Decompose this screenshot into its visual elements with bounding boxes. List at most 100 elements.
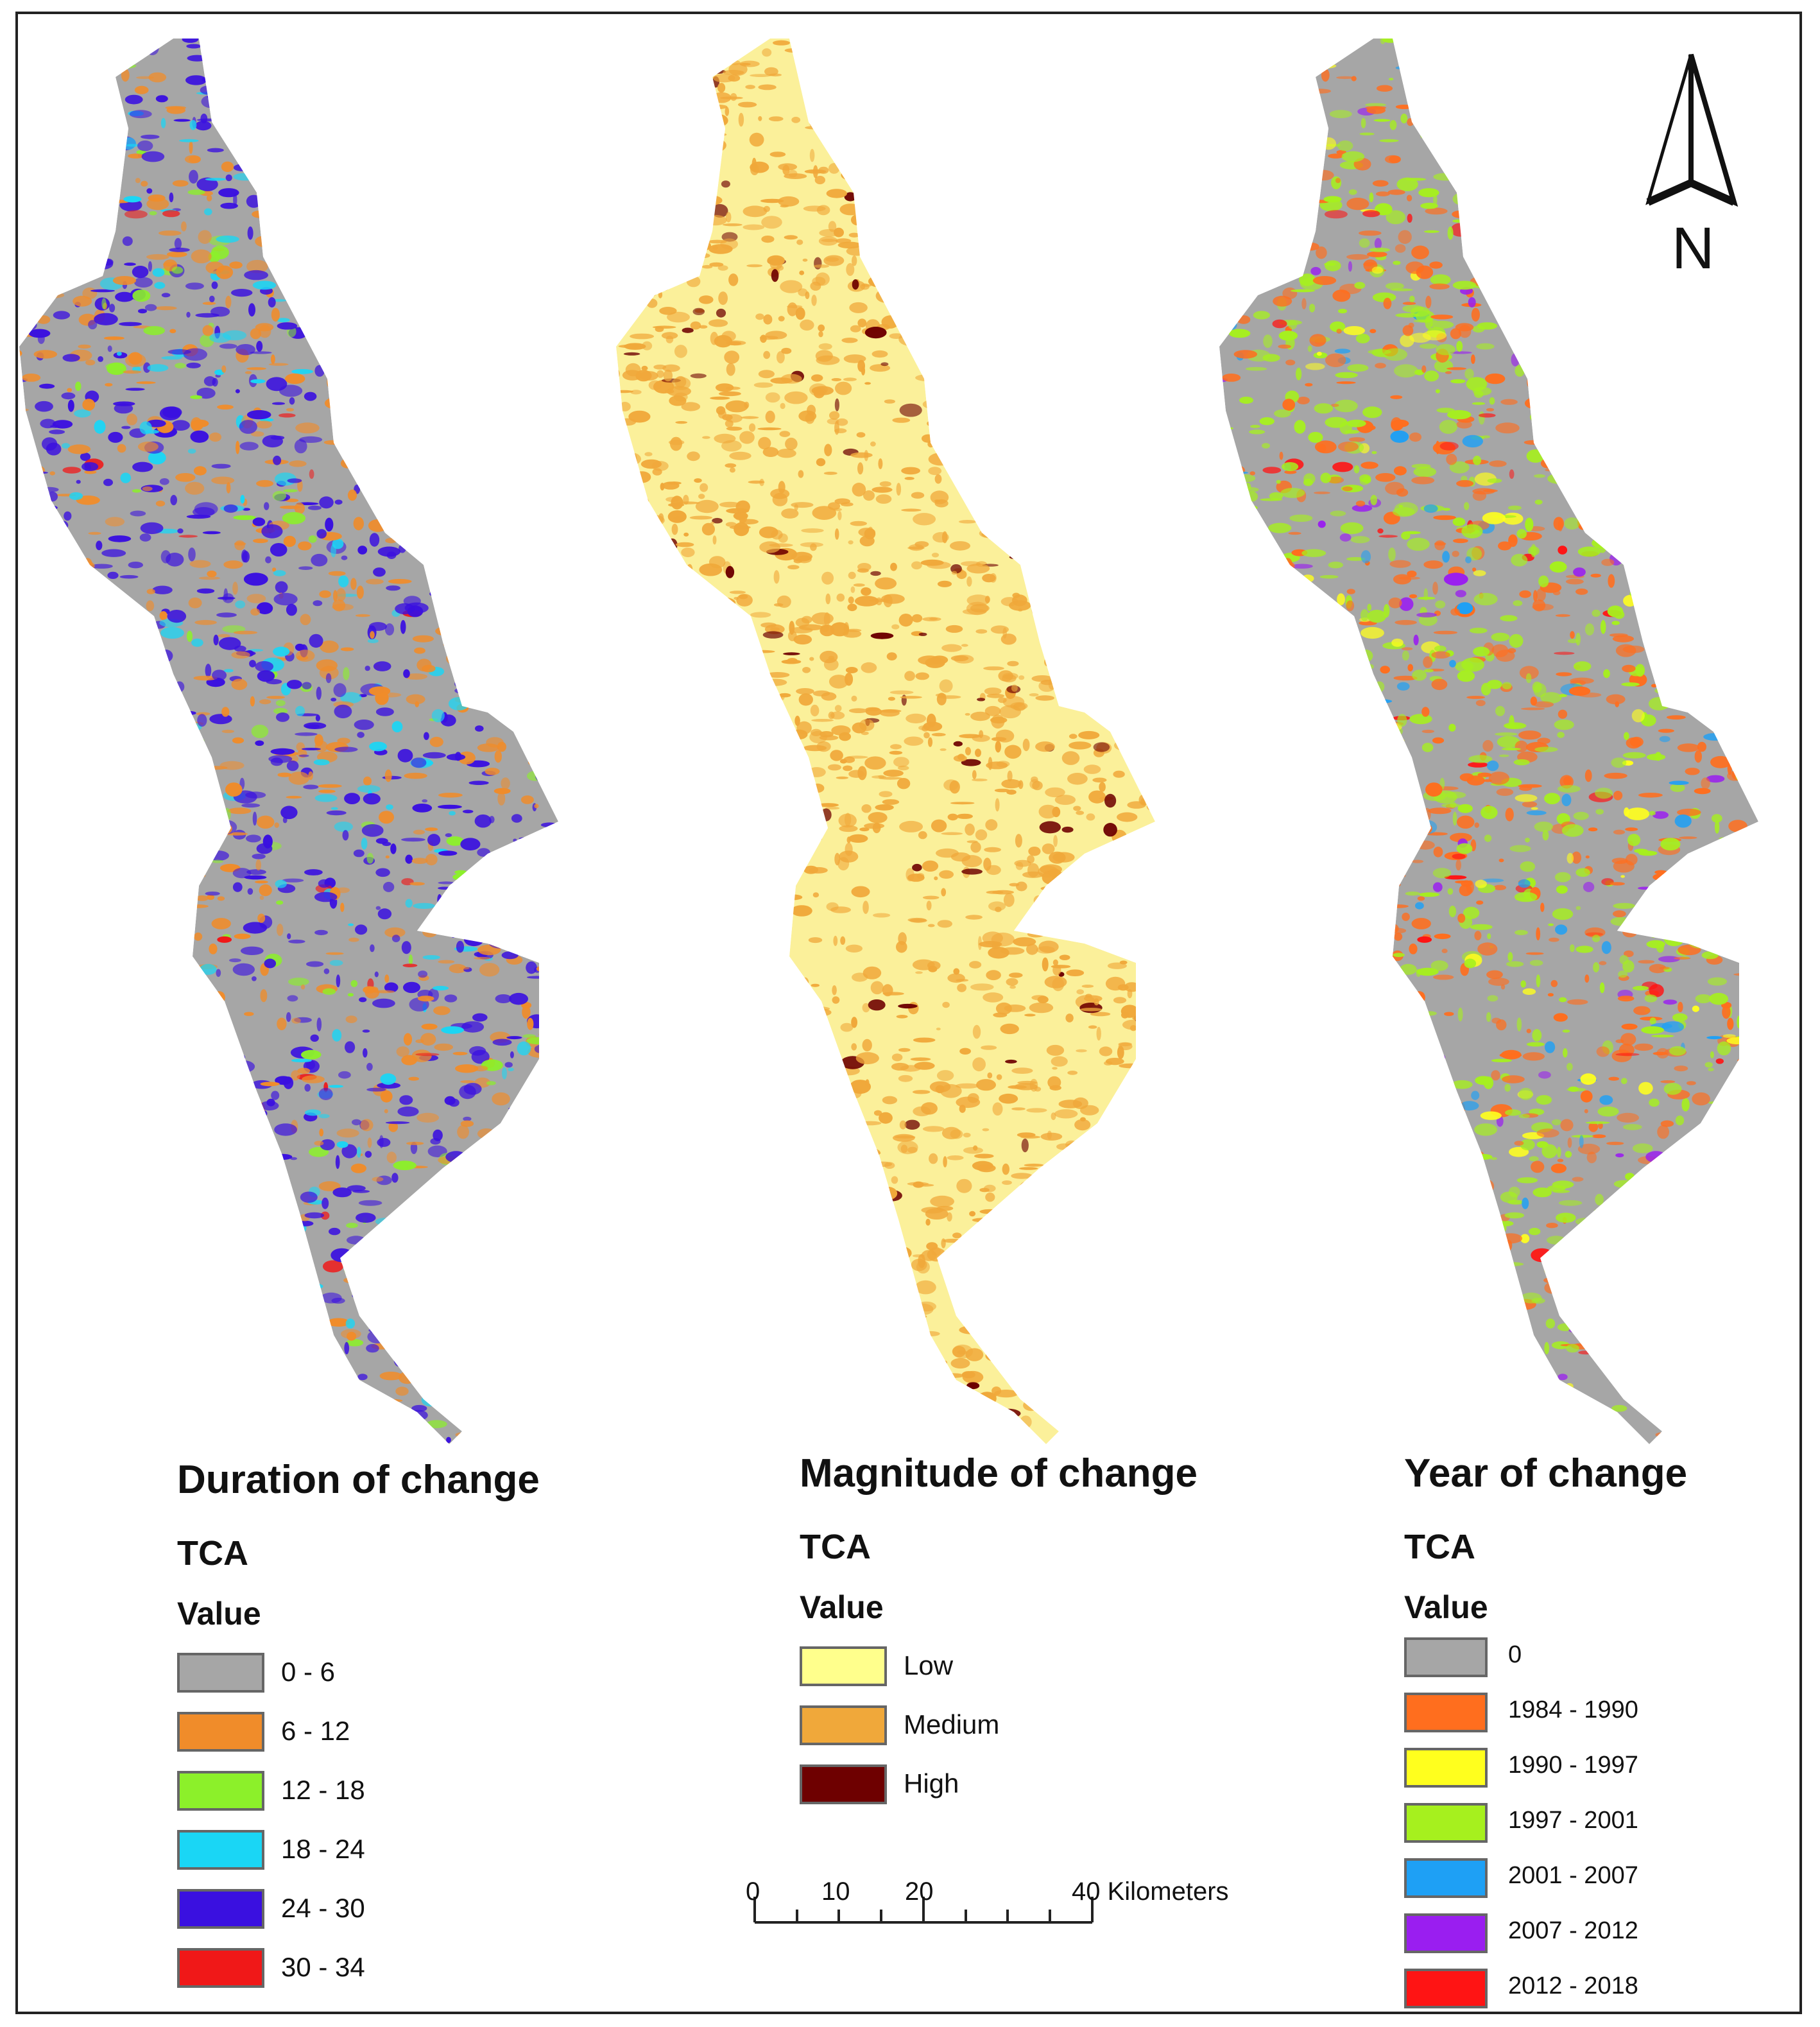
map-cell <box>551 931 558 939</box>
map-cell <box>617 1033 636 1040</box>
map-cell <box>33 752 45 762</box>
map-cell <box>773 804 778 811</box>
map-cell <box>890 254 902 264</box>
map-cell <box>897 765 909 771</box>
map-cell <box>967 251 988 263</box>
map-cell <box>829 411 840 420</box>
map-cell <box>799 1407 821 1411</box>
map-cell <box>1074 1119 1091 1131</box>
map-cell <box>238 48 255 56</box>
map-cell <box>457 908 476 915</box>
map-cell <box>949 1419 964 1433</box>
map-cell <box>696 71 714 76</box>
map-cell <box>437 255 452 260</box>
map-cell <box>416 54 434 68</box>
map-cell <box>69 630 90 635</box>
map-cell <box>474 218 497 226</box>
map-cell <box>411 1277 422 1286</box>
map-cell <box>896 143 910 153</box>
map-cell <box>861 587 871 596</box>
map-cell <box>771 877 795 890</box>
map-cell <box>1144 106 1151 116</box>
map-cell <box>112 168 121 173</box>
map-cell <box>630 333 655 340</box>
map-cell <box>820 808 832 822</box>
map-cell <box>415 1203 420 1207</box>
map-cell <box>735 714 760 727</box>
map-cell <box>539 240 545 250</box>
map-cell <box>1135 440 1155 454</box>
map-cell <box>204 208 212 216</box>
map-cell <box>78 594 84 603</box>
map-cell <box>616 1170 635 1178</box>
map-cell <box>1124 365 1143 370</box>
map-cell <box>33 284 58 295</box>
map-cell <box>644 994 662 999</box>
map-cell <box>37 1298 46 1304</box>
map-cell <box>94 258 114 270</box>
map-cell <box>377 439 394 443</box>
map-cell <box>680 679 695 694</box>
map-cell <box>1078 1157 1102 1160</box>
map-cell <box>530 419 547 432</box>
map-cell <box>850 325 861 332</box>
map-cell <box>976 1320 1000 1327</box>
map-cell <box>1075 341 1088 351</box>
map-cell <box>763 678 787 686</box>
map-cell <box>211 281 218 289</box>
map-cell <box>714 1038 726 1043</box>
map-cell <box>727 1282 742 1287</box>
map-cell <box>616 1361 632 1364</box>
map-cell <box>1058 286 1064 295</box>
map-cell <box>449 443 473 452</box>
map-cell <box>1055 1239 1071 1254</box>
map-cell <box>104 154 115 165</box>
map-cell <box>527 771 543 781</box>
map-cell <box>507 152 531 155</box>
map-cell <box>1133 662 1146 667</box>
map-cell <box>172 1202 196 1211</box>
map-cell <box>78 940 98 951</box>
map-cell <box>114 1325 132 1337</box>
map-cell <box>502 465 519 478</box>
map-cell <box>382 841 391 847</box>
map-cell <box>687 892 702 904</box>
map-cell <box>411 288 433 296</box>
map-cell <box>537 1341 553 1351</box>
map-cell <box>87 820 98 824</box>
map-cell <box>899 820 923 832</box>
map-cell <box>1057 895 1072 905</box>
map-cell <box>891 1381 900 1389</box>
map-cell <box>529 1399 549 1413</box>
map-cell <box>415 1053 440 1057</box>
map-cell <box>1073 1402 1091 1411</box>
map-cell <box>360 1119 373 1132</box>
map-cell <box>24 75 33 89</box>
map-cell <box>941 832 963 835</box>
map-cell <box>675 1019 684 1028</box>
map-cell <box>1102 1221 1110 1230</box>
map-cell <box>158 230 182 236</box>
map-cell <box>372 189 388 198</box>
map-cell <box>1040 1369 1054 1374</box>
map-cell <box>515 512 533 521</box>
map-cell <box>718 642 730 647</box>
map-cell <box>22 325 30 335</box>
map-cell <box>225 43 237 46</box>
map-cell <box>809 1060 822 1074</box>
map-cell <box>45 828 60 834</box>
map-cell <box>809 657 814 661</box>
map-cell <box>266 1178 280 1186</box>
map-cell <box>758 116 762 121</box>
map-cell <box>236 1409 246 1414</box>
map-cell <box>359 1243 382 1247</box>
map-cell <box>25 1108 49 1112</box>
map-cell <box>218 637 241 650</box>
map-cell <box>789 1264 811 1277</box>
map-cell <box>977 936 982 951</box>
map-cell <box>274 822 280 828</box>
map-cell <box>167 846 180 852</box>
map-cell <box>49 429 65 435</box>
map-cell <box>1128 848 1135 855</box>
map-cell <box>255 661 274 672</box>
